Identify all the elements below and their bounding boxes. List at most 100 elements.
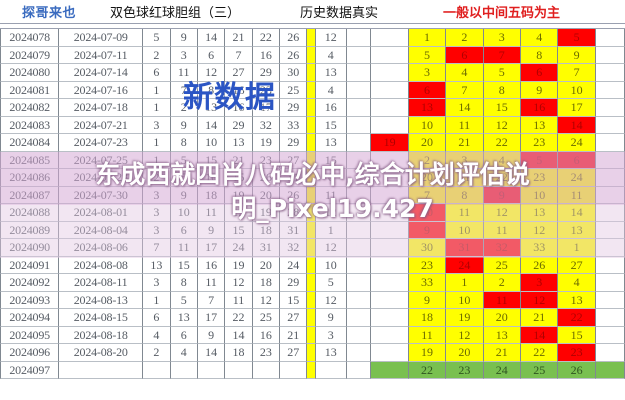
cell-red-ball-1: 1	[143, 151, 171, 169]
table-row[interactable]: 2024095 2024-08-18 4 6 9 14 16 21 3 11 12 13 14 15	[0, 326, 625, 344]
column-separator	[307, 291, 316, 309]
cell-forecast-7	[595, 116, 625, 134]
cell-draw-date: 2024-07-28	[59, 169, 144, 187]
cell-red-ball-3: 14	[197, 29, 226, 47]
cell-red-ball-5: 18	[252, 221, 281, 239]
cell-red-ball-3: 13	[197, 99, 226, 117]
cell-red-ball-6: 28	[280, 204, 308, 222]
cell-red-ball-3: 14	[197, 116, 226, 134]
column-separator	[307, 134, 316, 152]
cell-forecast-5: 13	[521, 204, 559, 222]
cell-draw-date: 2024-08-08	[59, 256, 144, 274]
cell-forecast-6: 1	[558, 239, 596, 257]
cell-red-ball-6: 25	[280, 81, 308, 99]
cell-red-ball-4: 18	[225, 344, 253, 362]
cell-issue-number: 2024080	[0, 64, 60, 82]
table-row[interactable]: 2024083 2024-07-21 3 9 14 29 32 33 15 10 11 12 13 14	[0, 116, 625, 134]
cell-forecast-7	[595, 186, 625, 204]
cell-forecast-5: 13	[521, 116, 559, 134]
cell-forecast-2: 2	[408, 151, 447, 169]
table-row[interactable]: 2024085 2024-07-25 1 5 15 21 23 27 15 2 3 4 5 6	[0, 151, 625, 169]
column-separator	[307, 46, 316, 64]
cell-forecast-4: 32	[483, 239, 521, 257]
cell-red-ball-5: 23	[252, 151, 281, 169]
header-subtitle: 历史数据真实	[300, 6, 379, 21]
cell-red-ball-5: 26	[252, 169, 281, 187]
table-row[interactable]: 2024079 2024-07-11 2 3 6 7 16 26 4 5 6 7 8 9	[0, 46, 625, 64]
cell-forecast-4: 22	[483, 134, 521, 152]
table-row[interactable]: 2024081 2024-07-16 1 7 8 16 23 25 4 6 7 8 9 10	[0, 81, 625, 99]
cell-gap	[346, 326, 372, 344]
cell-red-ball-6: 27	[280, 151, 308, 169]
cell-red-ball-4: 21	[225, 29, 253, 47]
table-row[interactable]: 2024086 2024-07-28 2 5 10 15 26 31 6 20 21 22 23 24	[0, 169, 625, 187]
cell-forecast-7	[595, 204, 625, 222]
table-row[interactable]: 2024084 2024-07-23 1 8 10 13 19 29 13 19 20 21 22 23 2…	[0, 134, 625, 152]
cell-forecast-4: 13	[483, 326, 521, 344]
header-note: 一般以中间五码为主	[443, 6, 561, 21]
table-row[interactable]: 2024088 2024-08-01 3 10 11 12 19 28 12 10 11 12 13 14	[0, 204, 625, 222]
table-row[interactable]: 2024091 2024-08-08 13 15 16 19 20 24 10 23 24 25 26 2…	[0, 256, 625, 274]
cell-red-ball-4: 19	[225, 256, 253, 274]
cell-issue-number: 2024086	[0, 169, 60, 187]
cell-gap	[346, 169, 372, 187]
table-row[interactable]: 2024087 2024-07-30 3 9 18 19 20 26 11 7 8 9 10 11	[0, 186, 625, 204]
cell-forecast-1	[371, 326, 409, 344]
table-row[interactable]: 2024082 2024-07-18 1 2 13 16 17 29 16 13 14 15 16 17	[0, 99, 625, 117]
cell-forecast-2: 19	[408, 344, 447, 362]
cell-red-ball-2: 15	[170, 256, 198, 274]
cell-issue-number: 2024083	[0, 116, 60, 134]
table-row[interactable]: 2024078 2024-07-09 5 9 14 21 22 26 12 1 2 3 4 5	[0, 29, 625, 47]
cell-blue-ball: 13	[315, 134, 347, 152]
table-row[interactable]: 2024089 2024-08-04 3 6 9 15 18 31 1 9 10 11 12 13	[0, 221, 625, 239]
cell-red-ball-3: 18	[197, 186, 226, 204]
cell-blue-ball: 10	[315, 256, 347, 274]
cell-forecast-3: 3	[446, 151, 484, 169]
cell-forecast-2: 3	[408, 64, 447, 82]
cell-red-ball-2: 9	[170, 186, 198, 204]
table-row[interactable]: 2024080 2024-07-14 6 11 12 27 29 30 13 3 4 5 6 7	[0, 64, 625, 82]
cell-red-ball-2: 8	[170, 274, 198, 292]
cell-red-ball-4: 21	[225, 151, 253, 169]
cell-red-ball-5: 32	[252, 116, 281, 134]
table-row[interactable]: 2024090 2024-08-06 7 11 17 24 31 32 12 30 31 32 33 1	[0, 239, 625, 257]
column-separator	[307, 99, 316, 117]
cell-draw-date: 2024-08-20	[59, 344, 144, 362]
cell-forecast-6: 5	[558, 29, 596, 47]
column-separator	[307, 309, 316, 327]
cell-red-ball-4: 15	[225, 221, 253, 239]
cell-forecast-6: 23	[558, 344, 596, 362]
cell-red-ball-2: 11	[170, 239, 198, 257]
cell-red-ball-2	[170, 361, 198, 379]
cell-red-ball-2: 9	[170, 116, 198, 134]
cell-forecast-5: 3	[521, 274, 559, 292]
cell-forecast-6: 6	[558, 151, 596, 169]
table-row[interactable]: 2024097 22 23 24 25 26	[0, 361, 625, 379]
cell-red-ball-1: 3	[143, 116, 171, 134]
cell-forecast-5: 12	[521, 221, 559, 239]
cell-red-ball-5: 12	[252, 291, 281, 309]
column-separator	[307, 64, 316, 82]
table-row[interactable]: 2024096 2024-08-20 2 4 14 18 23 27 13 19 20 21 22 23	[0, 344, 625, 362]
table-row[interactable]: 2024092 2024-08-11 3 8 11 12 18 29 5 33 1 2 3 4	[0, 274, 625, 292]
cell-forecast-4: 22	[483, 169, 521, 187]
cell-issue-number: 2024095	[0, 326, 60, 344]
cell-gap	[346, 309, 372, 327]
cell-forecast-1	[371, 116, 409, 134]
cell-draw-date: 2024-08-06	[59, 239, 144, 257]
table-row[interactable]: 2024093 2024-08-13 1 5 7 11 12 15 12 9 10 11 12 13	[0, 291, 625, 309]
header-spacer-row	[0, 24, 625, 29]
cell-red-ball-2: 10	[170, 204, 198, 222]
cell-gap	[346, 221, 372, 239]
cell-forecast-1	[371, 256, 409, 274]
cell-red-ball-2: 6	[170, 326, 198, 344]
cell-blue-ball: 6	[315, 169, 347, 187]
cell-red-ball-3: 12	[197, 64, 226, 82]
cell-forecast-4: 12	[483, 204, 521, 222]
cell-issue-number: 2024081	[0, 81, 60, 99]
cell-blue-ball: 12	[315, 239, 347, 257]
cell-forecast-3: 21	[446, 134, 484, 152]
cell-draw-date: 2024-07-21	[59, 116, 144, 134]
table-row[interactable]: 2024094 2024-08-15 6 13 17 22 25 27 9 18 19 20 21 22	[0, 309, 625, 327]
